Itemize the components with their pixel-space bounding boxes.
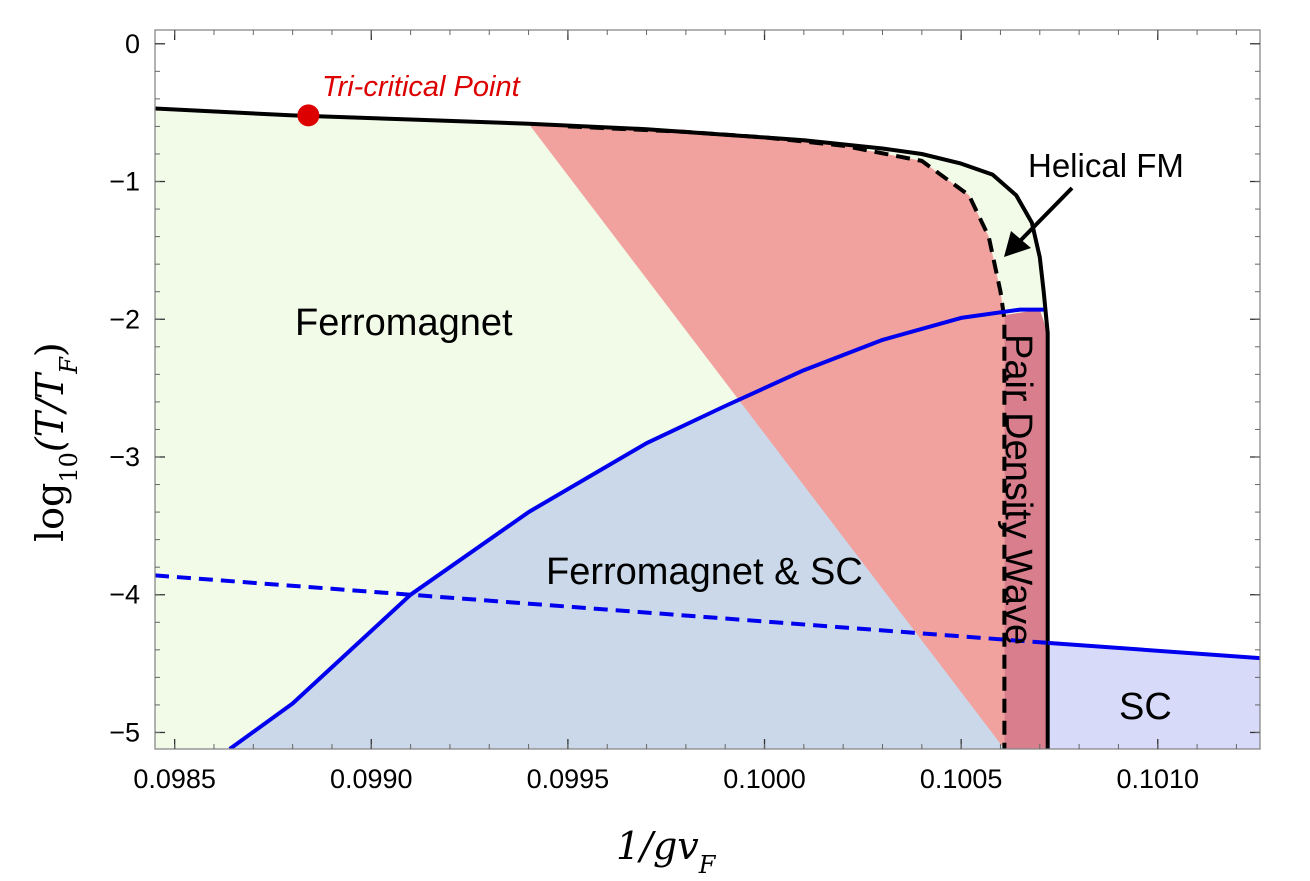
x-tick-label: 0.0990 [330, 764, 413, 794]
fm-transition-line [155, 106, 1050, 749]
series-lines [155, 106, 1260, 749]
x-axis-title: 1/gvF [616, 824, 717, 879]
y-title-log-sub: 10 [55, 452, 83, 483]
y-tick-label: 0 [125, 29, 140, 59]
y-axis-title: log10(T/TF) [28, 342, 83, 542]
y-tick-label: −2 [109, 304, 140, 334]
y-title-main: (T/T [28, 371, 72, 452]
plot-frame [154, 29, 1261, 750]
ferromagnet-label: Ferromagnet [295, 302, 513, 344]
sc-transition-line [228, 307, 1044, 749]
helical-fm-arrow [1004, 186, 1074, 257]
helical-fm-region [155, 108, 1005, 749]
ferromagnet-sc-label: Ferromagnet & SC [546, 551, 863, 593]
x-tick-label: 0.0995 [527, 764, 610, 794]
sc-boundary-line [1047, 640, 1260, 661]
y-title-close: ) [28, 342, 72, 357]
x-tick-label: 0.0985 [133, 764, 216, 794]
helical-fm-label: Helical FM [1028, 147, 1184, 184]
y-title-log: log [28, 483, 72, 542]
x-title-sub: F [698, 851, 717, 879]
dashed-blue-line [155, 573, 1048, 645]
pair-density-wave-label: Pair Density Wave [997, 334, 1039, 645]
x-title-main: 1/gv [616, 824, 699, 868]
plot-area [155, 106, 1260, 749]
tricritical-point-marker [297, 104, 320, 127]
y-tick-label: −5 [109, 717, 140, 747]
y-tick-label: −3 [109, 442, 140, 472]
y-tick-label: −4 [109, 580, 140, 610]
y-tick-label: −1 [109, 167, 140, 197]
tricritical-point-label: Tri-critical Point [322, 71, 522, 103]
x-tick-label: 0.1010 [1116, 764, 1199, 794]
sc-label: SC [1119, 686, 1172, 728]
y-title-main-sub: F [55, 356, 83, 375]
x-tick-label: 0.1000 [723, 764, 806, 794]
x-tick-label: 0.1005 [920, 764, 1003, 794]
dashed-black-boundary [567, 124, 1007, 749]
axis-ticks: 0.0985 0.0990 0.0995 0.1000 0.1005 0.1010 0 −1 −… [109, 29, 1260, 794]
sc-region [1047, 642, 1260, 749]
